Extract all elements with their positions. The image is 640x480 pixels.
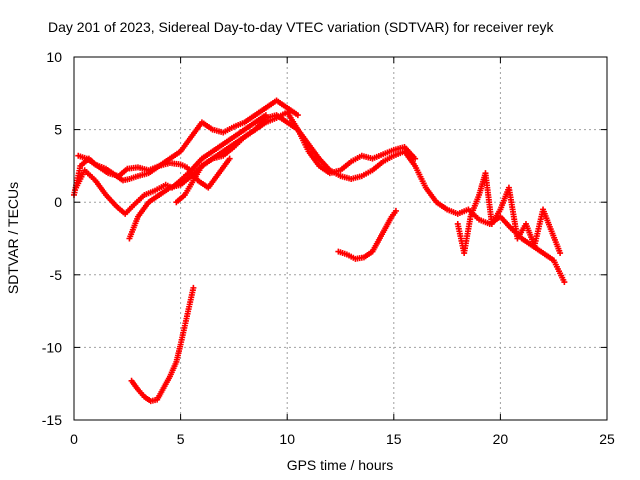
y-tick-label: -15 (42, 412, 62, 428)
y-axis-label: SDTVAR / TECUs (5, 182, 21, 294)
x-axis-label: GPS time / hours (287, 457, 394, 473)
data-point (561, 279, 568, 286)
x-tick-label: 5 (177, 431, 185, 447)
data-point (294, 112, 301, 119)
chart-title: Day 201 of 2023, Sidereal Day-to-day VTE… (48, 19, 554, 35)
series-6 (454, 170, 564, 257)
data-point (392, 207, 399, 214)
data-point (226, 155, 233, 162)
x-tick-label: 25 (599, 431, 615, 447)
y-tick-label: -10 (42, 339, 62, 355)
y-tick-label: 0 (54, 194, 62, 210)
series-5 (173, 109, 419, 206)
data-points (71, 97, 568, 405)
x-tick-label: 15 (386, 431, 402, 447)
x-tick-label: 20 (493, 431, 509, 447)
data-point (190, 284, 197, 291)
y-tick-label: -5 (50, 267, 63, 283)
x-tick-label: 0 (70, 431, 78, 447)
data-point (412, 155, 419, 162)
grid-lines (74, 57, 607, 420)
y-tick-label: 10 (46, 49, 62, 65)
series-8 (128, 284, 197, 405)
data-point (557, 250, 564, 257)
axis-ticks: 0 5 10 15 20 25 -15 -10 -5 0 5 10 (42, 49, 615, 447)
y-tick-label: 5 (54, 122, 62, 138)
x-tick-label: 10 (279, 431, 295, 447)
series-7 (335, 207, 399, 262)
plot-frame (73, 56, 608, 421)
series-4 (126, 112, 568, 286)
